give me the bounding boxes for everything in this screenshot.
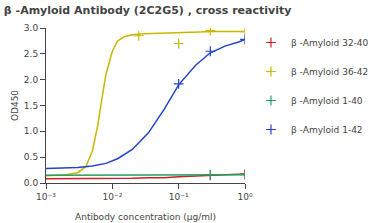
svg-text:10⁻³: 10⁻³ (36, 192, 56, 202)
svg-text:OD450: OD450 (10, 90, 20, 121)
svg-text:1.5: 1.5 (24, 101, 38, 111)
svg-text:10⁰: 10⁰ (237, 192, 252, 202)
svg-text:10⁻¹: 10⁻¹ (169, 192, 189, 202)
svg-text:0.5: 0.5 (24, 152, 38, 162)
svg-text:3.0: 3.0 (24, 23, 39, 33)
svg-text:10⁻²: 10⁻² (102, 192, 122, 202)
svg-text:β -Amyloid 32-40: β -Amyloid 32-40 (291, 38, 369, 48)
svg-text:β -Amyloid 36-42: β -Amyloid 36-42 (291, 67, 368, 77)
svg-text:β -Amyloid 1-40: β -Amyloid 1-40 (291, 96, 363, 106)
svg-text:0.0: 0.0 (24, 178, 39, 188)
svg-text:2.5: 2.5 (24, 49, 38, 59)
svg-text:2.0: 2.0 (24, 75, 39, 85)
svg-text:β -Amyloid 1-42: β -Amyloid 1-42 (291, 125, 363, 135)
svg-text:1.0: 1.0 (24, 126, 39, 136)
svg-text:Antibody concentration (µg/ml): Antibody concentration (µg/ml) (75, 212, 216, 222)
svg-text:β -Amyloid Antibody (2C2G5) ,: β -Amyloid Antibody (2C2G5) , cross reac… (4, 4, 292, 17)
